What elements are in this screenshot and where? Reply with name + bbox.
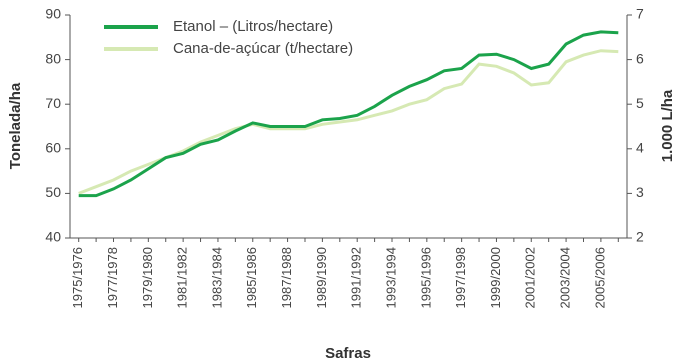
x-tick-label: 2001/2002 [523,247,538,308]
y2-tick-label: 2 [636,229,644,245]
x-tick-label: 1987/1988 [279,247,294,308]
y-tick-label: 60 [45,140,61,156]
y2-tick-label: 4 [636,140,644,156]
x-tick-label: 1989/1990 [314,247,329,308]
x-tick-label: 1983/1984 [209,247,224,308]
legend-label: Cana-de-açúcar (t/hectare) [173,40,353,57]
x-tick-label: 1993/1994 [383,247,398,308]
y-tick-label: 70 [45,95,61,111]
x-tick-label: 1991/1992 [349,247,364,308]
x-tick-label: 1995/1996 [418,247,433,308]
series-line [78,30,619,198]
y-tick-label: 80 [45,50,61,66]
x-tick-label: 1997/1998 [453,247,468,308]
x-tick-label: 1999/2000 [488,247,503,308]
x-axis-title: Safras [325,345,371,361]
x-tick-label: 2005/2006 [592,247,607,308]
y2-tick-label: 5 [636,95,644,111]
x-tick-label: 1981/1982 [175,247,190,308]
x-tick-label: 2003/2004 [558,247,573,308]
x-tick-label: 1985/1986 [244,247,259,308]
x-tick-label: 1977/1978 [105,247,120,308]
y-axis-title: Tonelada/ha [7,82,24,169]
y2-tick-label: 6 [636,50,644,66]
series-line [78,49,619,195]
y-tick-label: 90 [45,6,61,22]
y-tick-label: 40 [45,229,61,245]
y2-tick-label: 3 [636,184,644,200]
legend-label: Etanol – (Litros/hectare) [173,18,333,35]
y-tick-label: 50 [45,184,61,200]
y2-axis-title: 1.000 L/ha [659,89,676,162]
x-tick-label: 1975/1976 [70,247,85,308]
y2-tick-label: 7 [636,6,644,22]
x-tick-label: 1979/1980 [140,247,155,308]
